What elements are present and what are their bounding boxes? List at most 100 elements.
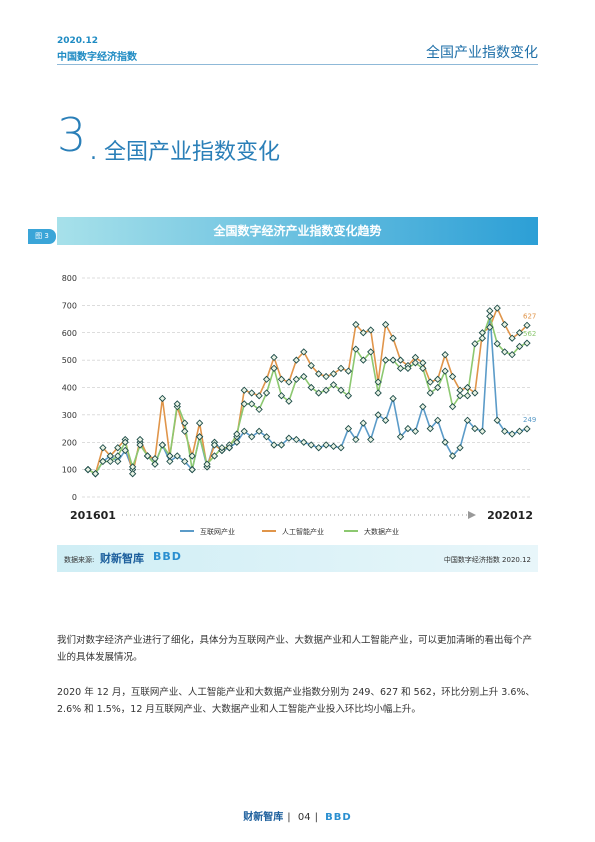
data-point — [277, 392, 286, 400]
data-point — [389, 356, 397, 364]
data-point — [151, 460, 159, 468]
data-point — [381, 416, 390, 424]
data-point — [166, 452, 174, 460]
data-point — [434, 383, 442, 392]
chart-title: 全国数字经济产业指数变化趋势 — [213, 224, 382, 238]
data-point — [471, 389, 479, 397]
data-point — [270, 441, 278, 449]
data-point — [374, 389, 382, 397]
data-point — [240, 386, 248, 394]
data-point — [255, 427, 263, 435]
data-point — [389, 334, 397, 342]
data-point — [158, 394, 167, 403]
data-point — [121, 446, 129, 455]
data-point — [434, 416, 442, 424]
data-point — [359, 419, 367, 427]
data-point — [337, 444, 345, 452]
data-point — [114, 452, 122, 460]
data-point — [188, 465, 196, 474]
data-point — [515, 329, 524, 337]
chart: 0 100 200 300 400 500 600 700 800 201601 202012 249… — [62, 274, 537, 536]
data-point — [248, 433, 256, 441]
data-point — [262, 389, 271, 397]
y-tick-label: 700 — [62, 301, 77, 310]
data-point — [262, 375, 271, 383]
data-point — [121, 438, 129, 446]
data-point — [233, 438, 241, 446]
data-point — [292, 375, 300, 383]
data-point — [337, 364, 345, 372]
paragraph: 我们对数字经济产业进行了细化，具体分为互联网产业、大数据产业和人工智能产业，可以… — [57, 635, 533, 663]
data-point — [404, 364, 412, 372]
data-point — [106, 457, 114, 466]
x-tick-label: 201601 — [70, 509, 116, 522]
data-point — [158, 441, 167, 449]
data-point — [426, 389, 434, 397]
y-tick-label: 0 — [72, 493, 77, 502]
data-point — [441, 438, 449, 446]
data-point — [210, 452, 219, 460]
data-point — [84, 465, 92, 474]
header-rule — [57, 64, 538, 65]
data-point — [486, 312, 494, 320]
data-point — [307, 441, 315, 449]
data-point — [233, 430, 241, 438]
data-point — [396, 364, 405, 372]
x-axis-arrowhead — [468, 511, 476, 519]
x-tick-label: 202012 — [487, 509, 533, 522]
data-point — [493, 416, 501, 424]
header-date: 2020.12 — [57, 36, 98, 46]
chart-title-bar — [57, 217, 538, 245]
data-point — [367, 435, 375, 444]
y-tick-label: 300 — [62, 411, 77, 420]
data-point — [471, 424, 479, 433]
data-point — [478, 334, 486, 342]
source-logo: BBD — [153, 550, 182, 563]
data-point — [352, 345, 360, 353]
data-point — [210, 441, 219, 449]
source-note: 中国数字经济指数 2020.12 — [443, 556, 531, 564]
data-point — [285, 434, 293, 442]
data-point — [411, 427, 420, 435]
header-name: 中国数字经济指数 — [57, 52, 137, 63]
data-point — [136, 441, 144, 449]
y-tick-label: 100 — [62, 466, 77, 475]
data-point — [463, 383, 472, 392]
data-point — [166, 457, 174, 466]
data-label: 562 — [523, 330, 536, 338]
data-point — [173, 400, 181, 408]
data-point — [337, 386, 345, 394]
y-tick-label: 200 — [62, 438, 77, 447]
data-point — [493, 304, 501, 312]
data-point — [255, 405, 263, 414]
data-point — [523, 339, 531, 347]
data-point — [329, 370, 338, 378]
data-point — [322, 386, 330, 394]
data-point — [471, 340, 479, 348]
data-point — [240, 427, 248, 435]
data-point — [292, 356, 300, 364]
data-point — [195, 419, 204, 427]
figure-tag: 图 3 — [28, 229, 56, 244]
data-point — [195, 433, 204, 441]
data-point — [359, 329, 367, 337]
data-point — [456, 392, 464, 400]
data-point — [307, 361, 315, 370]
data-point — [344, 424, 353, 433]
data-point — [523, 321, 531, 329]
paragraph: 2020 年 12 月，互联网产业、人工智能产业和大数据产业指数分别为 249、… — [57, 687, 535, 715]
footer: 财新智库 | 04 | BBD — [243, 812, 352, 823]
data-point — [188, 452, 196, 460]
data-point — [322, 372, 330, 381]
y-tick-label: 400 — [62, 384, 77, 393]
data-point — [99, 457, 107, 466]
y-tick-label: 600 — [62, 329, 77, 338]
footer-logo: 财新智库 — [243, 812, 284, 823]
data-point — [173, 452, 181, 460]
data-point — [367, 348, 375, 356]
data-point — [181, 427, 189, 435]
data-point — [523, 425, 531, 433]
data-point — [381, 320, 390, 329]
data-point — [359, 356, 367, 364]
